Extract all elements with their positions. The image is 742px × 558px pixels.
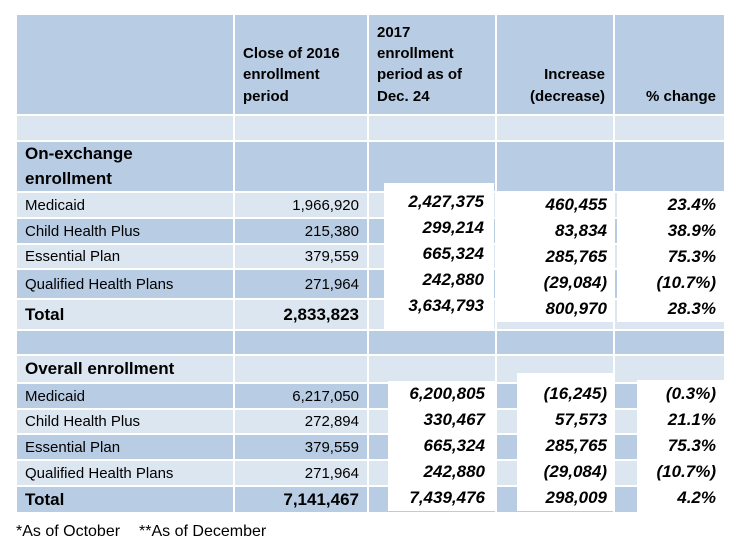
overlay-value: 299,214 bbox=[422, 218, 484, 237]
close-2016-value: 215,380 bbox=[235, 219, 367, 244]
empty-cell bbox=[497, 142, 613, 192]
spacer-cell bbox=[369, 331, 495, 355]
overlay-value: 2,427,375 bbox=[408, 192, 484, 211]
footnote-as-of-october: *As of October bbox=[16, 523, 121, 540]
overlay-value: 38.9% bbox=[667, 221, 716, 240]
spacer-row bbox=[17, 331, 724, 355]
section-title-text: Overall enrollment bbox=[25, 359, 175, 379]
overlay-value: 28.3% bbox=[667, 299, 716, 318]
overlay-value: (0.3%) bbox=[665, 384, 716, 403]
overlay-value: 242,880 bbox=[422, 270, 484, 289]
header-close-2016: Close of 2016 enrollment period bbox=[235, 15, 367, 114]
row-label: Essential Plan bbox=[17, 245, 233, 269]
overlay-value: 298,009 bbox=[545, 488, 607, 507]
spacer-cell bbox=[615, 331, 724, 355]
table-row: Medicaid 6,217,050 bbox=[17, 384, 724, 409]
header-2017-period: 2017 enrollment period as of Dec. 24 bbox=[369, 15, 495, 114]
close-2016-value: 271,964 bbox=[235, 461, 367, 486]
overlay-value: 330,467 bbox=[423, 410, 485, 429]
close-2016-value: 271,964 bbox=[235, 270, 367, 299]
spacer-row bbox=[17, 116, 724, 140]
spacer-cell bbox=[497, 116, 613, 140]
row-label: Essential Plan bbox=[17, 435, 233, 460]
section-title-row-on-exchange: On-exchange enrollment bbox=[17, 142, 724, 192]
overlay-value: 460,455 bbox=[545, 195, 607, 214]
overlay-value: (16,245) bbox=[543, 384, 607, 403]
empty-cell bbox=[369, 356, 495, 383]
row-label: Qualified Health Plans bbox=[17, 461, 233, 486]
spacer-cell bbox=[235, 331, 367, 355]
overlay-pct-change-values-on-exchange: 23.4% 38.9% 75.3% (10.7%) 28.3% bbox=[617, 192, 724, 322]
overlay-value: 665,324 bbox=[422, 244, 484, 263]
overlay-value: 83,834 bbox=[555, 221, 607, 240]
overlay-value: 285,765 bbox=[545, 436, 607, 455]
close-2016-value: 379,559 bbox=[235, 245, 367, 269]
spacer-cell bbox=[17, 116, 233, 140]
overlay-value: 3,634,793 bbox=[408, 296, 484, 315]
overlay-value: 57,573 bbox=[555, 410, 607, 429]
overlay-value: 21.1% bbox=[667, 410, 716, 429]
overlay-value: (29,084) bbox=[543, 273, 607, 292]
total-label: Total bbox=[17, 300, 233, 330]
overlay-value: (10.7%) bbox=[656, 273, 716, 292]
spacer-cell bbox=[497, 331, 613, 355]
total-close-2016-value: 2,833,823 bbox=[235, 300, 367, 330]
row-label: Child Health Plus bbox=[17, 410, 233, 434]
total-label: Total bbox=[17, 487, 233, 513]
empty-cell bbox=[615, 142, 724, 192]
total-close-2016-value: 7,141,467 bbox=[235, 487, 367, 513]
overlay-2017-values-overall: 6,200,805 330,467 665,324 242,880 7,439,… bbox=[388, 381, 495, 511]
spacer-cell bbox=[235, 116, 367, 140]
overlay-value: 75.3% bbox=[667, 436, 716, 455]
overlay-value: (10.7%) bbox=[656, 462, 716, 481]
section-title-overall: Overall enrollment bbox=[17, 356, 233, 383]
overlay-value: (29,084) bbox=[543, 462, 607, 481]
overlay-value: 242,880 bbox=[423, 462, 485, 481]
table-row: Child Health Plus 272,894 bbox=[17, 410, 724, 434]
close-2016-value: 1,966,920 bbox=[235, 193, 367, 218]
section-title-row-overall: Overall enrollment bbox=[17, 356, 724, 383]
section-title-on-exchange: On-exchange enrollment bbox=[17, 142, 233, 192]
overlay-increase-values-overall: (16,245) 57,573 285,765 (29,084) 298,009 bbox=[517, 373, 615, 511]
spacer-cell bbox=[369, 116, 495, 140]
empty-cell bbox=[615, 356, 724, 383]
close-2016-value: 379,559 bbox=[235, 435, 367, 460]
spacer-cell bbox=[17, 331, 233, 355]
overlay-2017-values-on-exchange: 2,427,375 299,214 665,324 242,880 3,634,… bbox=[384, 183, 494, 331]
close-2016-value: 272,894 bbox=[235, 410, 367, 434]
section-title-text: On-exchange enrollment bbox=[25, 144, 133, 188]
header-empty-cell bbox=[17, 15, 233, 114]
header-pct-change: % change bbox=[615, 15, 724, 114]
overlay-value: 75.3% bbox=[667, 247, 716, 266]
close-2016-value: 6,217,050 bbox=[235, 384, 367, 409]
overlay-value: 800,970 bbox=[545, 299, 607, 318]
overlay-increase-values-on-exchange: 460,455 83,834 285,765 (29,084) 800,970 bbox=[497, 192, 613, 322]
overlay-value: 285,765 bbox=[545, 247, 607, 266]
overlay-value: 23.4% bbox=[667, 195, 716, 214]
header-row: Close of 2016 enrollment period 2017 enr… bbox=[17, 15, 724, 114]
header-increase: Increase (decrease) bbox=[497, 15, 613, 114]
total-row-overall: Total 7,141,467 bbox=[17, 487, 724, 513]
row-label: Qualified Health Plans bbox=[17, 270, 233, 299]
row-label: Child Health Plus bbox=[17, 219, 233, 244]
table-row: Qualified Health Plans 271,964 bbox=[17, 461, 724, 486]
row-label: Medicaid bbox=[17, 384, 233, 409]
footnote-as-of-december: **As of December bbox=[139, 523, 267, 540]
table-row: Essential Plan 379,559 bbox=[17, 435, 724, 460]
overlay-value: 665,324 bbox=[423, 436, 485, 455]
overlay-value: 7,439,476 bbox=[409, 488, 485, 507]
overlay-pct-change-values-overall: (0.3%) 21.1% 75.3% (10.7%) 4.2% bbox=[637, 380, 742, 513]
empty-cell bbox=[235, 142, 367, 192]
empty-cell bbox=[235, 356, 367, 383]
overlay-value: 4.2% bbox=[677, 488, 716, 507]
row-label: Medicaid bbox=[17, 193, 233, 218]
overlay-value: 6,200,805 bbox=[409, 384, 485, 403]
footnote: *As of October **As of December bbox=[16, 523, 266, 541]
spacer-cell bbox=[615, 116, 724, 140]
